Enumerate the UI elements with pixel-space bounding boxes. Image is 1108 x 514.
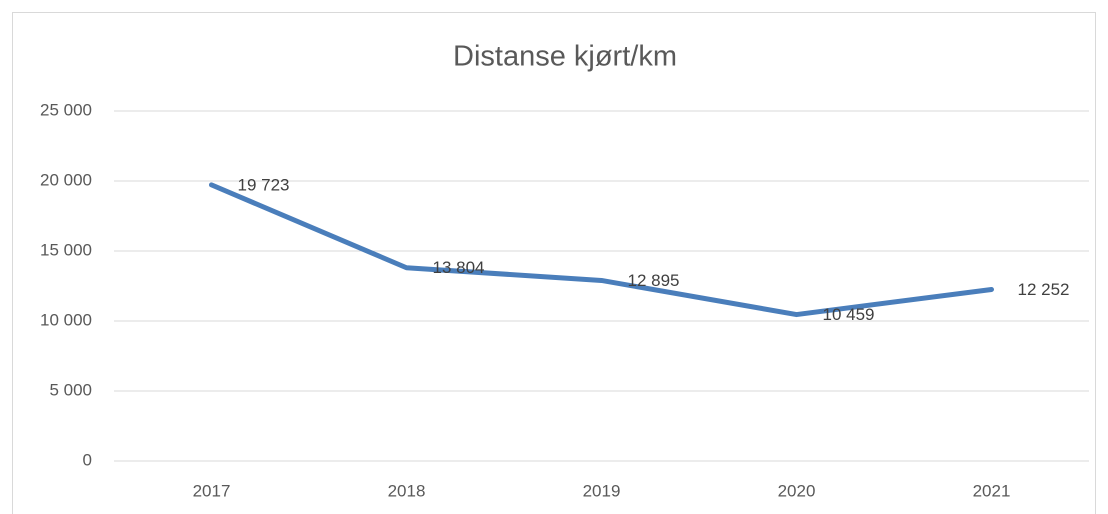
y-tick-label: 25 000 (40, 100, 92, 119)
y-tick-label: 5 000 (49, 380, 92, 399)
data-label: 13 804 (433, 258, 485, 277)
data-label: 12 252 (1018, 280, 1070, 299)
x-tick-label: 2021 (973, 481, 1011, 500)
y-tick-label: 10 000 (40, 310, 92, 329)
x-tick-label: 2018 (388, 481, 426, 500)
y-tick-label: 20 000 (40, 170, 92, 189)
data-label: 19 723 (238, 175, 290, 194)
x-tick-label: 2019 (583, 481, 621, 500)
x-tick-label: 2020 (778, 481, 816, 500)
chart-title: Distanse kjørt/km (453, 41, 677, 73)
data-label: 10 459 (823, 305, 875, 324)
chart-border (12, 12, 1096, 514)
y-tick-label: 0 (83, 450, 92, 469)
data-label: 12 895 (628, 271, 680, 290)
y-tick-label: 15 000 (40, 240, 92, 259)
line (209, 182, 994, 318)
x-tick-label: 2017 (193, 481, 231, 500)
